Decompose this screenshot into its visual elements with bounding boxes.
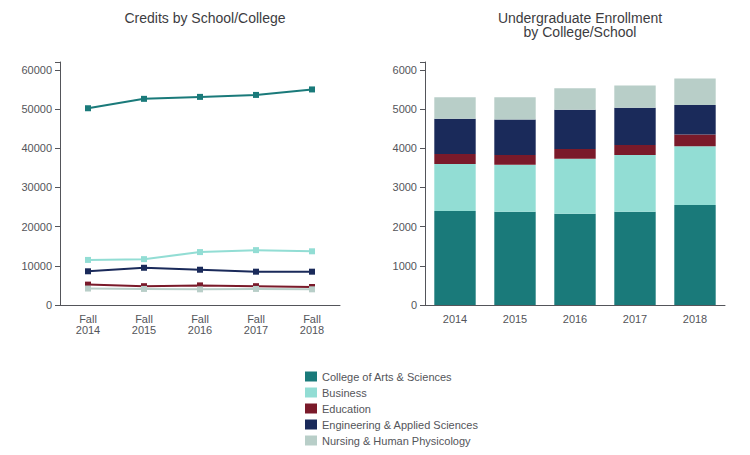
svg-text:10000: 10000: [21, 260, 52, 272]
svg-text:2018: 2018: [683, 313, 707, 325]
svg-text:Undergraduate Enrollment: Undergraduate Enrollment: [497, 10, 663, 26]
svg-text:Fall: Fall: [303, 312, 321, 325]
svg-text:Education: Education: [322, 403, 371, 415]
svg-text:2000: 2000: [393, 221, 417, 233]
svg-text:0: 0: [411, 299, 417, 311]
svg-text:Engineering & Applied Sciences: Engineering & Applied Sciences: [322, 419, 478, 431]
svg-text:2014: 2014: [443, 313, 467, 325]
svg-text:College of Arts & Sciences: College of Arts & Sciences: [322, 371, 452, 383]
svg-text:2015: 2015: [132, 324, 156, 336]
svg-text:1000: 1000: [393, 260, 417, 272]
svg-text:Fall: Fall: [79, 312, 97, 325]
svg-text:5000: 5000: [393, 103, 417, 115]
svg-text:50000: 50000: [21, 103, 52, 115]
svg-text:60000: 60000: [21, 64, 52, 76]
svg-text:2017: 2017: [244, 324, 268, 336]
svg-text:30000: 30000: [21, 181, 52, 193]
svg-text:2016: 2016: [563, 313, 587, 325]
svg-text:2018: 2018: [300, 324, 324, 336]
svg-text:2016: 2016: [188, 324, 212, 336]
svg-text:Fall: Fall: [247, 312, 265, 325]
svg-text:0: 0: [46, 299, 52, 311]
svg-text:Business: Business: [322, 387, 367, 399]
svg-text:6000: 6000: [393, 64, 417, 76]
svg-text:Fall: Fall: [135, 312, 153, 325]
svg-text:2014: 2014: [76, 324, 100, 336]
svg-text:Fall: Fall: [191, 312, 209, 325]
svg-text:3000: 3000: [393, 181, 417, 193]
svg-text:Credits by School/College: Credits by School/College: [124, 10, 285, 26]
svg-text:20000: 20000: [21, 221, 52, 233]
svg-text:40000: 40000: [21, 142, 52, 154]
svg-text:2017: 2017: [623, 313, 647, 325]
svg-text:by College/School: by College/School: [524, 24, 637, 40]
svg-text:Nursing & Human Physicology: Nursing & Human Physicology: [322, 435, 471, 447]
svg-text:2015: 2015: [503, 313, 527, 325]
svg-text:4000: 4000: [393, 142, 417, 154]
